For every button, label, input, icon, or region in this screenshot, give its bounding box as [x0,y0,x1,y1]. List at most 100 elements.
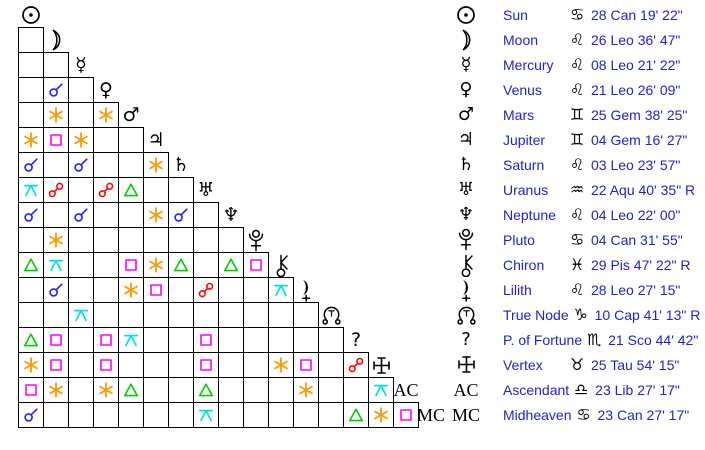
grid-diagonal-midheaven: MC [417,402,445,428]
mars-icon: ♂ [457,103,475,125]
moon-legend-glyph [452,27,480,52]
mars-icon: ♂ [122,103,140,126]
sextile-icon [73,132,89,148]
grid-diagonal-jupiter: ♃ [143,127,169,153]
aspect-cell-uranus-saturn [168,177,194,203]
midheaven-legend-glyph: MC [452,402,480,427]
lilith-legend-glyph [452,277,480,302]
leo-sign-icon: ♌ [569,279,585,299]
chiron-icon [458,253,474,277]
legend-entry: Neptune ♌ 04 Leo 22' 00" [503,202,680,227]
trine-icon [23,332,39,348]
grid-diagonal-ascendant: AC [393,377,419,403]
grid-diagonal-neptune: ♆ [218,202,244,228]
quincunx-icon [273,282,289,298]
aspect-cell-ascendant-vertex [368,377,394,403]
venus-legend-glyph: ♀ [452,77,480,102]
planet-name: Saturn [503,156,545,173]
planet-position: 21 Leo 26' 09" [591,81,681,98]
aspect-cell-chiron-moon [43,252,69,278]
aspect-cell-fortune-truenode [318,327,344,353]
aspect-cell-midheaven-uranus [193,402,219,428]
legend-row-chiron: Chiron ♓ 29 Pis 47' 22" R [0,252,705,277]
ascendant-legend-glyph: AC [452,377,480,402]
trine-icon [23,257,39,273]
planet-name: Neptune [503,206,556,223]
neptune-icon: ♆ [457,203,475,225]
legend-row-uranus: ♅ Uranus ♒ 22 Aqu 40' 35" R [0,177,705,202]
aspect-cell-moon-sun [18,27,44,53]
pluto-legend-glyph [452,227,480,252]
aspect-cell-saturn-mars [118,152,144,178]
legend-entry: Pluto ♋ 04 Can 31' 55" [503,227,683,252]
planet-position: 22 Aqu 40' 35" R [591,181,696,198]
planet-name: Chiron [503,256,545,273]
legend-entry: Moon ♌ 26 Leo 36' 47" [503,27,680,52]
pluto-icon [247,229,265,252]
legend-row-mars: ♂ Mars ♊ 25 Gem 38' 25" [0,102,705,127]
planet-name: True Node [503,306,569,323]
mars-legend-glyph: ♂ [452,102,480,127]
sco-sign-icon: ♏ [586,329,602,349]
can-sign-icon: ♋ [569,229,585,249]
planet-position: 28 Leo 27' 15" [591,281,681,298]
aspect-cell-saturn-jupiter [143,152,169,178]
aspect-cell-fortune-moon [43,327,69,353]
planet-position: 10 Cap 41' 13" R [594,306,701,323]
planet-name: Moon [503,31,539,48]
planet-name: Pluto [503,231,535,248]
planet-position: 21 Sco 44' 42" [608,331,699,348]
sextile-icon [298,382,314,398]
legend-entry: Lilith ♌ 28 Leo 27' 15" [503,277,680,302]
square-icon [298,357,314,373]
legend-entry: Saturn ♌ 03 Leo 23' 57" [503,152,680,177]
square-icon [148,282,164,298]
vertex-icon [371,355,392,376]
planet-name: Sun [503,6,528,23]
quincunx-icon [23,182,39,198]
square-icon [248,257,264,273]
planet-position: 04 Can 31' 55" [591,231,683,248]
aspect-cell-vertex-saturn [168,352,194,378]
grid-diagonal-fortune: ? [343,327,369,353]
sextile-icon [373,407,389,423]
planet-name: P. of Fortune [503,331,583,348]
opposition-icon [48,182,64,198]
sun-legend-glyph [452,2,480,27]
sextile-icon [48,232,64,248]
aspect-cell-lilith-sun [18,277,44,303]
planet-position: 08 Leo 21' 22" [591,56,681,73]
lib-sign-icon: ♎ [574,379,589,399]
aspect-cell-truenode-moon [43,302,69,328]
aspect-cell-ascendant-sun [18,377,44,403]
sun-icon [21,5,41,25]
quincunx-icon [198,407,214,423]
legend-row-ascendant: AC Ascendant ♎ 23 Lib 27' 17" [0,377,705,402]
aspect-cell-midheaven-lilith [293,402,319,428]
grid-diagonal-lilith [293,277,319,303]
planet-name: Uranus [503,181,549,198]
trine-icon [223,257,239,273]
pis-sign-icon: ♓ [569,254,585,274]
aspect-cell-fortune-sun [18,327,44,353]
planet-position: 25 Tau 54' 15" [591,356,680,373]
truenode-legend-glyph [452,302,480,327]
aspect-cell-pluto-saturn [168,227,194,253]
grid-diagonal-saturn: ♄ [168,152,194,178]
legend-entry: Ascendant ♎ 23 Lib 27' 17" [503,377,680,402]
vertex-legend-glyph [452,352,480,377]
chiron-icon [273,253,289,277]
truenode-icon [321,303,342,327]
midheaven-icon: MC [452,404,481,425]
sun-icon [456,5,476,25]
aspect-cell-vertex-chiron [268,352,294,378]
uranus-icon: ♅ [457,178,475,200]
planet-position: 28 Can 19' 22" [591,6,683,23]
aspect-cell-lilith-mars [118,277,144,303]
legend-entry: True Node ♑ 10 Cap 41' 13" R [503,302,700,327]
legend-row-truenode: True Node ♑ 10 Cap 41' 13" R [0,302,705,327]
planet-name: Midheaven [503,406,572,423]
grid-diagonal-pluto [243,227,269,253]
grid-diagonal-venus: ♀ [93,77,119,103]
legend-row-fortune: ? P. of Fortune ♏ 21 Sco 44' 42" [0,327,705,352]
